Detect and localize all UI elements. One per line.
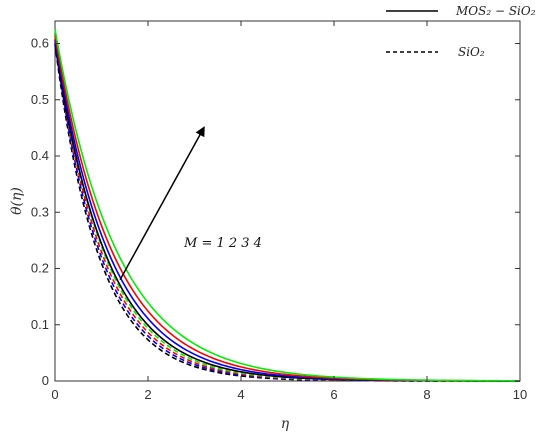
annotation-arrow [119,126,205,281]
y-tick-label: 0.4 [31,148,49,163]
legend-label-mos2-sio2: MOS₂ − SiO₂ [455,4,536,18]
curves [54,29,521,382]
legend-label-sio2: SiO₂ [458,45,485,59]
x-tick-label: 10 [513,387,527,402]
x-ticks: 0 2 4 6 8 10 [51,21,527,402]
x-tick-label: 0 [51,387,58,402]
x-tick-label: 2 [144,387,151,402]
y-tick-label: 0.6 [31,36,49,51]
y-tick-label: 0.1 [31,317,49,332]
y-tick-label: 0.3 [31,204,49,219]
plot-area [54,20,521,382]
legend: MOS₂ − SiO₂ SiO₂ [386,4,536,59]
x-tick-label: 8 [423,387,430,402]
x-tick-label: 4 [237,387,244,402]
y-tick-label: 0.5 [31,92,49,107]
y-axis-label: θ(η) [9,187,25,215]
y-ticks: 0 0.1 0.2 0.3 0.4 0.5 0.6 [31,36,520,388]
x-tick-label: 6 [330,387,337,402]
x-axis-label: η [281,416,290,432]
annotation-label: M = 1 2 3 4 [183,236,262,251]
mos2-sio2-curve-m4 [54,29,521,382]
y-tick-label: 0.2 [31,261,49,276]
y-tick-label: 0 [42,373,49,388]
